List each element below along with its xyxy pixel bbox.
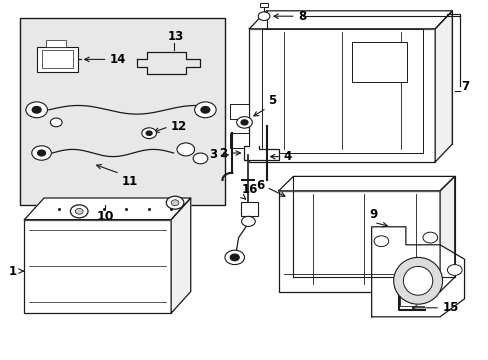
Bar: [41, 50, 73, 68]
Bar: [229, 104, 249, 119]
Circle shape: [38, 150, 45, 156]
Ellipse shape: [393, 257, 442, 304]
Circle shape: [142, 128, 156, 139]
Polygon shape: [371, 227, 464, 317]
Polygon shape: [24, 198, 190, 220]
Bar: [261, 29, 422, 153]
Polygon shape: [434, 11, 451, 162]
Circle shape: [194, 102, 216, 118]
Circle shape: [171, 200, 179, 206]
Bar: [278, 191, 439, 292]
Circle shape: [75, 208, 83, 214]
Bar: [229, 133, 249, 148]
Circle shape: [177, 143, 194, 156]
Circle shape: [447, 265, 461, 275]
Text: 14: 14: [110, 53, 126, 66]
Bar: [351, 42, 407, 82]
Ellipse shape: [403, 266, 432, 295]
Circle shape: [50, 118, 62, 127]
Polygon shape: [249, 11, 451, 29]
Bar: [249, 29, 434, 162]
Text: 9: 9: [368, 208, 377, 221]
Text: 1: 1: [9, 265, 17, 278]
Circle shape: [258, 12, 269, 21]
Text: 5: 5: [267, 94, 276, 107]
Bar: [37, 47, 78, 72]
Text: 11: 11: [121, 175, 138, 188]
Text: 3: 3: [209, 148, 217, 161]
Circle shape: [373, 236, 388, 247]
Circle shape: [201, 107, 209, 113]
Bar: [20, 18, 224, 205]
Polygon shape: [278, 176, 454, 191]
Text: 10: 10: [96, 210, 114, 222]
Circle shape: [70, 205, 88, 218]
Text: 2: 2: [219, 147, 227, 159]
Text: 6: 6: [255, 179, 264, 192]
Text: 4: 4: [283, 150, 291, 163]
Bar: [46, 40, 66, 47]
Bar: [24, 220, 171, 313]
Text: 15: 15: [442, 301, 458, 314]
Text: 7: 7: [460, 80, 468, 93]
Polygon shape: [439, 176, 454, 292]
Text: 13: 13: [167, 30, 184, 43]
Circle shape: [241, 120, 247, 125]
Text: 12: 12: [171, 120, 187, 132]
Circle shape: [193, 153, 207, 164]
Bar: [241, 202, 258, 216]
Text: 8: 8: [298, 10, 306, 23]
Circle shape: [32, 107, 41, 113]
Circle shape: [236, 117, 252, 128]
Circle shape: [230, 254, 239, 261]
Polygon shape: [244, 146, 278, 160]
Circle shape: [32, 146, 51, 160]
Circle shape: [224, 250, 244, 265]
Polygon shape: [171, 198, 190, 313]
Circle shape: [26, 102, 47, 118]
Text: 16: 16: [242, 183, 258, 196]
Bar: [260, 3, 267, 7]
Circle shape: [166, 196, 183, 209]
Circle shape: [241, 216, 255, 226]
Circle shape: [422, 232, 437, 243]
Circle shape: [146, 131, 152, 135]
